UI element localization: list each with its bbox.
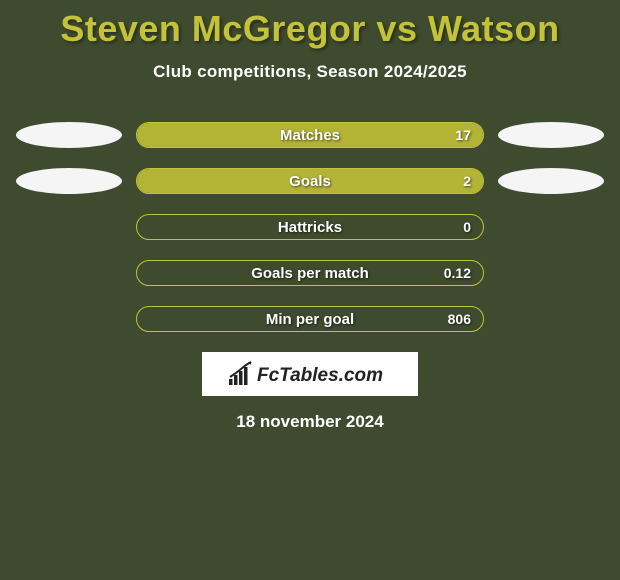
- stat-value: 806: [448, 307, 471, 331]
- page-title: Steven McGregor vs Watson: [0, 0, 620, 50]
- subtitle: Club competitions, Season 2024/2025: [0, 62, 620, 82]
- stat-row: Min per goal806: [0, 306, 620, 332]
- stat-label: Goals per match: [137, 261, 483, 285]
- date-text: 18 november 2024: [0, 412, 620, 432]
- stat-label: Min per goal: [137, 307, 483, 331]
- player-ellipse-left: [16, 122, 122, 148]
- player-ellipse-right: [498, 168, 604, 194]
- brand-logo-box: FcTables.com: [202, 352, 418, 396]
- stat-label: Hattricks: [137, 215, 483, 239]
- stat-bar: Goals per match0.12: [136, 260, 484, 286]
- stat-bar-fill: [137, 123, 483, 147]
- spacer: [498, 260, 604, 286]
- stat-bar-fill: [137, 169, 483, 193]
- stat-bar: Matches17: [136, 122, 484, 148]
- spacer: [498, 214, 604, 240]
- stat-row: Goals2: [0, 168, 620, 194]
- fctables-logo: FcTables.com: [225, 359, 395, 389]
- player-ellipse-left: [16, 168, 122, 194]
- stat-bar: Hattricks0: [136, 214, 484, 240]
- stat-bar: Min per goal806: [136, 306, 484, 332]
- spacer: [16, 214, 122, 240]
- player-ellipse-right: [498, 122, 604, 148]
- spacer: [16, 260, 122, 286]
- brand-text: FcTables.com: [257, 365, 383, 386]
- stat-row: Hattricks0: [0, 214, 620, 240]
- stat-value: 0: [463, 215, 471, 239]
- spacer: [498, 306, 604, 332]
- stat-row: Matches17: [0, 122, 620, 148]
- spacer: [16, 306, 122, 332]
- stat-value: 0.12: [444, 261, 471, 285]
- stat-bar: Goals2: [136, 168, 484, 194]
- stat-row: Goals per match0.12: [0, 260, 620, 286]
- stats-container: Matches17 Goals2 Hattricks0 Goals per match…: [0, 122, 620, 332]
